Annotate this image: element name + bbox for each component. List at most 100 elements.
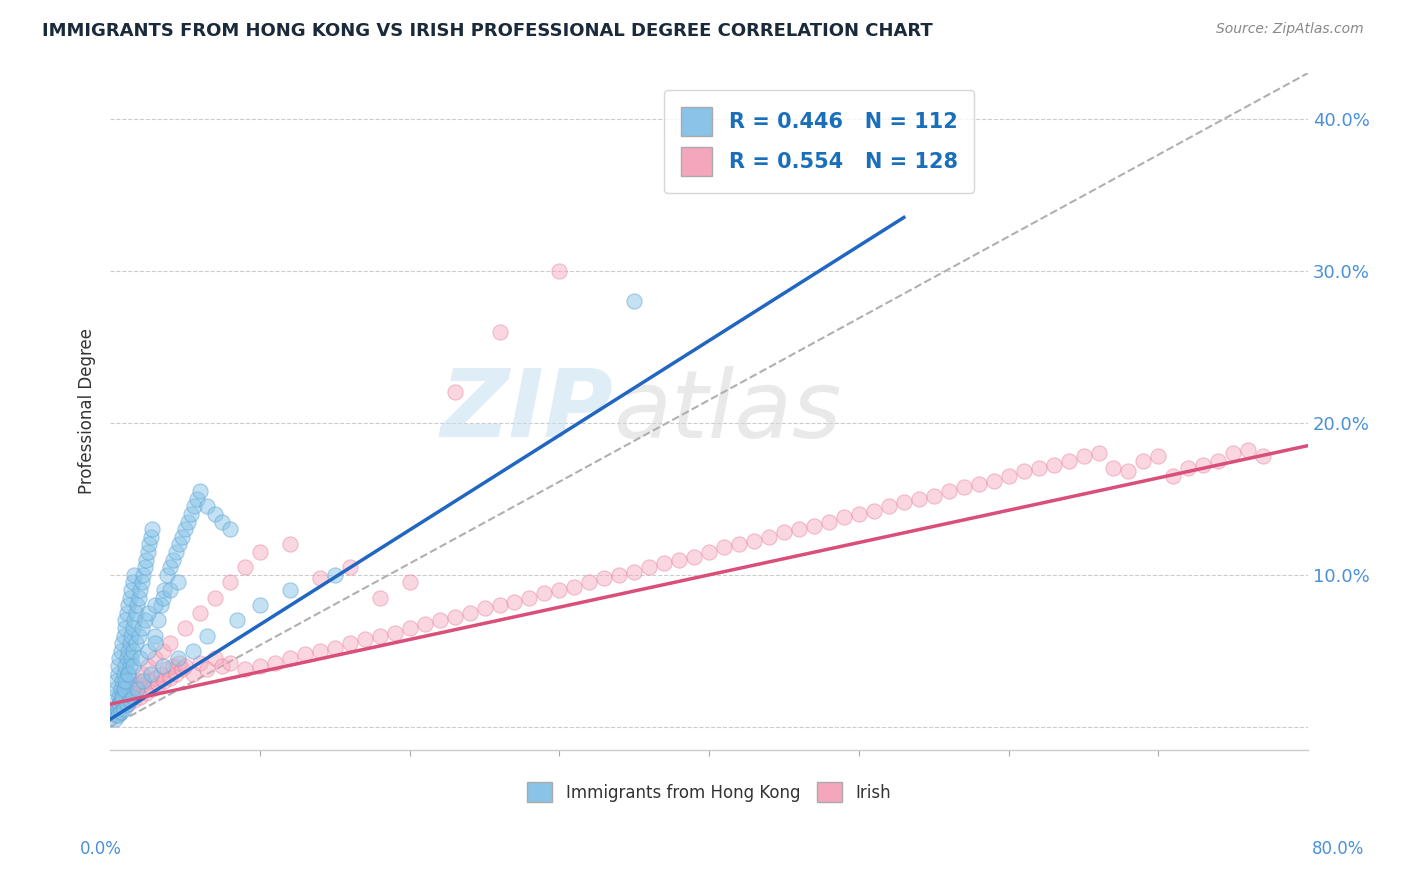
Point (863, 504, 886, 518)
Point (983, 474, 1005, 488)
Point (623, 565, 645, 579)
Point (127, 681, 149, 696)
Point (107, 707, 129, 722)
Point (132, 567, 155, 582)
Point (1012, 465, 1035, 479)
Point (104, 707, 127, 722)
Point (186, 491, 208, 506)
Point (115, 674, 138, 689)
Point (323, 567, 346, 582)
Point (104, 681, 127, 696)
Point (952, 480, 974, 494)
Point (607, 567, 630, 582)
Point (121, 690, 143, 704)
Point (127, 681, 149, 696)
Point (101, 705, 124, 719)
Point (368, 629, 391, 643)
Text: IMMIGRANTS FROM HONG KONG VS IRISH PROFESSIONAL DEGREE CORRELATION CHART: IMMIGRANTS FROM HONG KONG VS IRISH PROFE… (42, 22, 934, 40)
Point (488, 599, 510, 613)
Point (1208, 454, 1230, 468)
Point (117, 666, 139, 681)
Point (180, 507, 202, 521)
Point (128, 629, 150, 643)
Point (128, 591, 150, 605)
Point (488, 325, 510, 339)
Point (166, 575, 188, 590)
Point (131, 666, 153, 681)
Point (141, 681, 163, 696)
Point (108, 697, 131, 711)
Point (105, 705, 128, 719)
Point (1057, 454, 1080, 468)
Point (697, 545, 720, 559)
Point (593, 571, 616, 585)
Point (152, 659, 174, 673)
Point (197, 629, 219, 643)
Point (118, 636, 141, 650)
Point (118, 692, 141, 706)
Point (219, 522, 242, 536)
Point (136, 606, 159, 620)
Point (108, 697, 131, 711)
Point (249, 659, 271, 673)
Point (398, 621, 420, 635)
Point (112, 666, 135, 681)
Point (1118, 465, 1140, 479)
Point (112, 701, 135, 715)
Point (138, 674, 160, 689)
Point (170, 530, 193, 544)
Point (143, 629, 166, 643)
Point (141, 522, 163, 536)
Point (166, 651, 188, 665)
Point (742, 534, 765, 549)
Point (413, 616, 436, 631)
Point (1132, 454, 1154, 468)
Point (105, 701, 128, 715)
Point (803, 519, 825, 533)
Point (832, 510, 855, 524)
Point (278, 583, 301, 598)
Point (174, 621, 197, 635)
Point (398, 575, 420, 590)
Point (143, 599, 166, 613)
Point (122, 692, 145, 706)
Point (108, 690, 131, 704)
Point (1237, 443, 1260, 458)
Point (139, 530, 162, 544)
Point (893, 495, 915, 509)
Point (181, 644, 204, 658)
Point (652, 556, 675, 570)
Point (143, 671, 166, 685)
Point (143, 636, 166, 650)
Point (101, 690, 124, 704)
Point (197, 500, 219, 514)
Point (368, 591, 391, 605)
Point (848, 507, 870, 521)
Point (114, 690, 136, 704)
Point (443, 385, 465, 400)
Point (124, 606, 146, 620)
Point (138, 537, 160, 551)
Point (278, 537, 301, 551)
Point (115, 697, 138, 711)
Point (135, 552, 157, 566)
Point (264, 656, 287, 670)
Point (146, 677, 169, 691)
Point (110, 681, 132, 696)
Point (938, 484, 960, 499)
Point (1147, 449, 1170, 463)
Point (474, 601, 496, 615)
Point (167, 656, 190, 670)
Point (143, 651, 166, 665)
Point (384, 625, 406, 640)
Text: ZIP: ZIP (440, 366, 613, 458)
Point (183, 500, 205, 514)
Point (107, 666, 129, 681)
Point (122, 567, 145, 582)
Point (233, 662, 256, 676)
Point (150, 599, 173, 613)
Point (533, 586, 555, 600)
Point (226, 614, 249, 628)
Point (107, 705, 129, 719)
Point (121, 621, 143, 635)
